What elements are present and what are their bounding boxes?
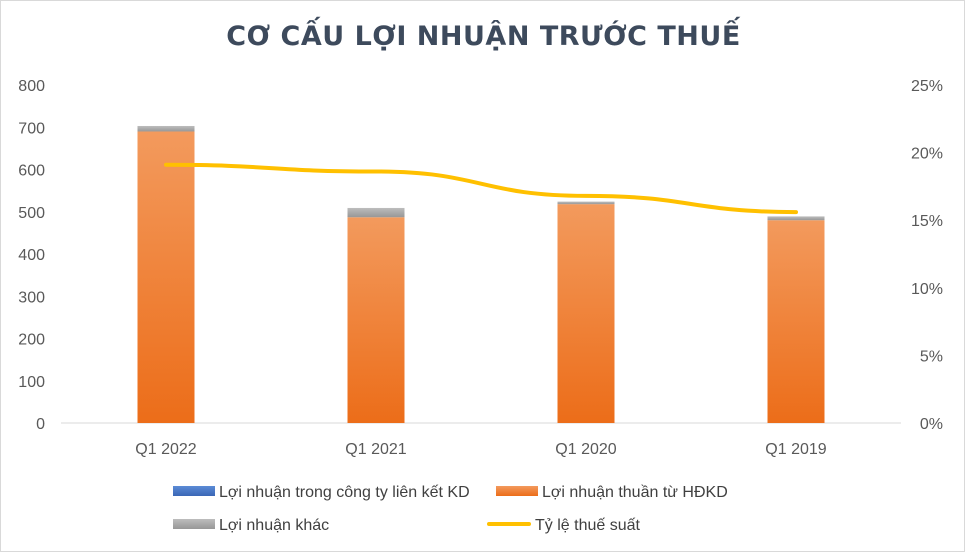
left-axis-tick-label: 400 bbox=[18, 247, 45, 264]
right-axis-tick-label: 0% bbox=[920, 416, 943, 433]
right-axis-tick-label: 10% bbox=[911, 281, 943, 298]
chart-title: CƠ CẤU LỢI NHUẬN TRƯỚC THUẾ bbox=[226, 21, 741, 52]
bar-segment bbox=[347, 217, 405, 423]
bar-segment bbox=[767, 220, 825, 423]
legend-swatch bbox=[496, 486, 538, 496]
category-label: Q1 2020 bbox=[555, 441, 616, 458]
legend-label: Lợi nhuận trong công ty liên kết KD bbox=[219, 484, 470, 501]
left-axis-tick-label: 700 bbox=[18, 120, 45, 137]
category-label: Q1 2019 bbox=[765, 441, 826, 458]
bar-segment bbox=[137, 131, 195, 423]
right-axis-tick-label: 5% bbox=[920, 348, 943, 365]
right-axis-tick-label: 15% bbox=[911, 213, 943, 230]
bar-segment bbox=[557, 201, 615, 205]
legend-label: Tỷ lệ thuế suất bbox=[535, 517, 641, 534]
right-axis-tick-label: 20% bbox=[911, 146, 943, 163]
left-axis-tick-label: 0 bbox=[36, 416, 45, 433]
tax-rate-line bbox=[164, 162, 798, 215]
bar-segment bbox=[767, 216, 825, 221]
left-axis-tick-label: 600 bbox=[18, 163, 45, 180]
left-axis-tick-label: 200 bbox=[18, 332, 45, 349]
left-axis-tick-label: 100 bbox=[18, 374, 45, 391]
bar-segment bbox=[347, 207, 405, 218]
left-axis-tick-label: 800 bbox=[18, 78, 45, 95]
bar-segment bbox=[137, 125, 195, 132]
left-axis-tick-label: 500 bbox=[18, 205, 45, 222]
right-axis-tick-label: 25% bbox=[911, 78, 943, 95]
legend-label: Lợi nhuận thuần từ HĐKD bbox=[542, 484, 728, 501]
legend-swatch bbox=[173, 519, 215, 529]
left-axis-tick-label: 300 bbox=[18, 289, 45, 306]
legend-swatch bbox=[173, 486, 215, 496]
category-label: Q1 2021 bbox=[345, 441, 406, 458]
category-label: Q1 2022 bbox=[135, 441, 196, 458]
legend-label: Lợi nhuận khác bbox=[219, 517, 329, 534]
bar-segment bbox=[557, 204, 615, 423]
